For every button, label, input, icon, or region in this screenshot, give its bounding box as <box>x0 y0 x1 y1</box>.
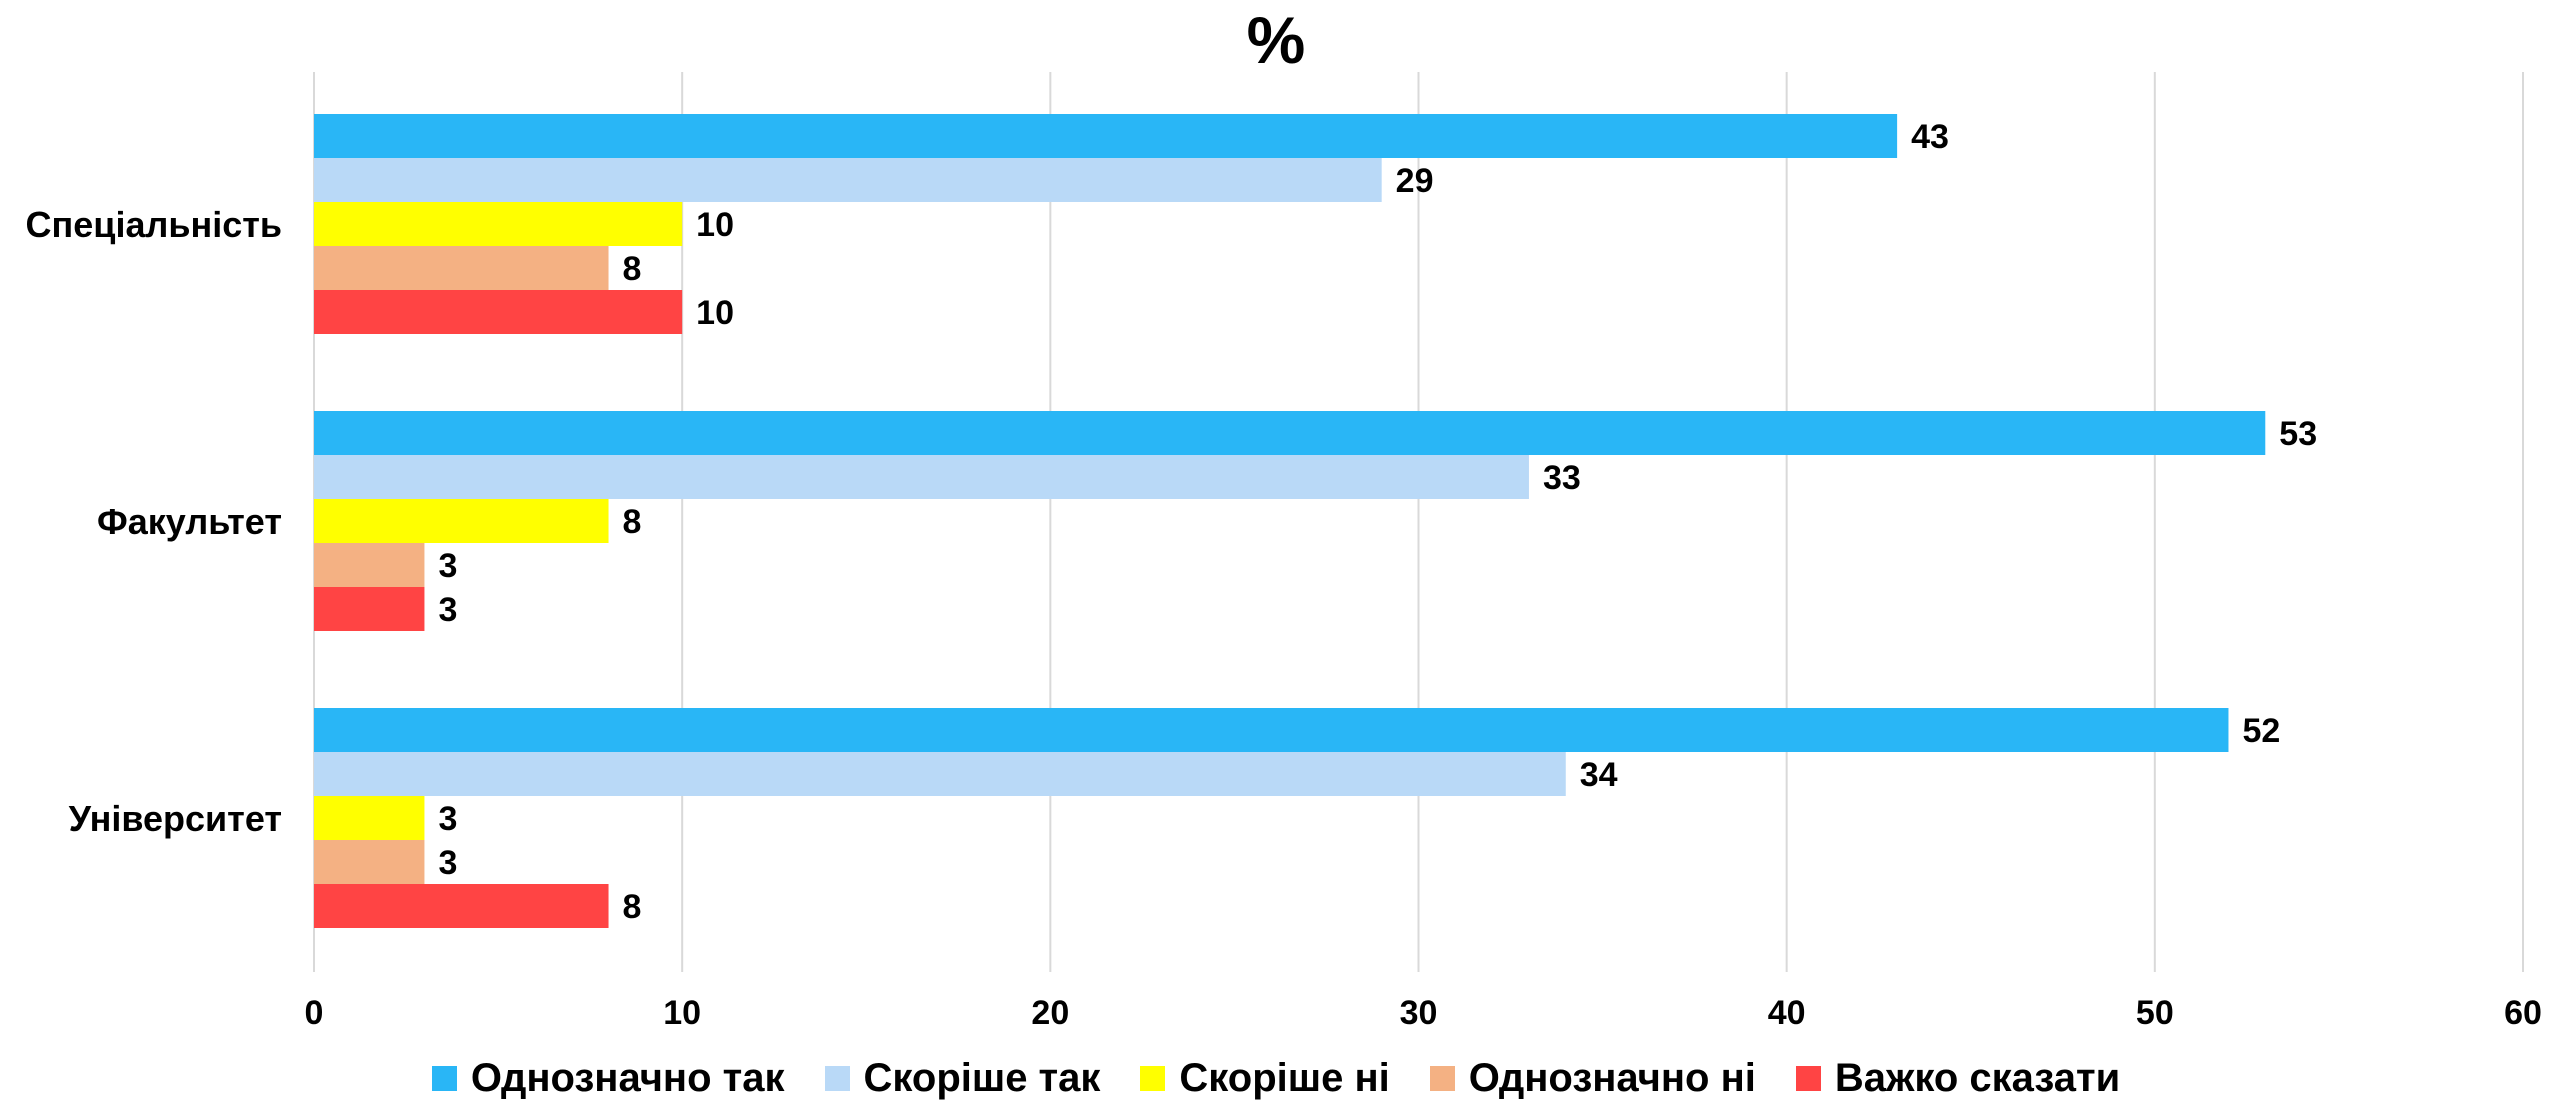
data-label: 10 <box>696 294 734 332</box>
category-label: Факультет <box>97 501 282 542</box>
data-label: 8 <box>623 888 642 926</box>
bar <box>314 543 425 587</box>
category-label: Спеціальність <box>26 204 282 245</box>
bar <box>314 202 683 246</box>
legend: Однозначно так Скоріше так Скоріше ні Од… <box>0 1048 2552 1108</box>
x-tick-label: 30 <box>1400 994 1438 1032</box>
bar <box>314 884 609 928</box>
legend-label: Однозначно ні <box>1468 1055 1756 1100</box>
bar <box>314 796 425 840</box>
data-label: 52 <box>2242 712 2280 750</box>
legend-item: Скоріше ні <box>1140 1055 1390 1101</box>
legend-item: Однозначно так <box>431 1055 785 1101</box>
bar <box>314 411 2266 455</box>
data-label: 3 <box>438 800 457 838</box>
x-tick-label: 40 <box>1768 994 1806 1032</box>
legend-item: Скоріше так <box>824 1055 1101 1101</box>
bar <box>314 499 609 543</box>
data-label: 3 <box>438 844 457 882</box>
legend-swatch <box>431 1065 457 1091</box>
data-label: 29 <box>1396 162 1434 200</box>
data-label: 3 <box>438 547 457 585</box>
x-tick-label: 60 <box>2504 994 2542 1032</box>
x-axis-ticks: 0 10 20 30 40 50 60 <box>305 994 2542 1032</box>
legend-swatch <box>1140 1065 1166 1091</box>
data-label: 53 <box>2279 415 2317 453</box>
data-label: 34 <box>1580 756 1618 794</box>
x-tick-label: 0 <box>305 994 324 1032</box>
bar <box>314 840 425 884</box>
bar <box>314 246 609 290</box>
data-label: 8 <box>623 503 642 541</box>
bar <box>314 114 1898 158</box>
legend-swatch <box>1429 1065 1455 1091</box>
legend-item: Однозначно ні <box>1429 1055 1756 1101</box>
legend-swatch <box>1795 1065 1821 1091</box>
bar <box>314 708 2229 752</box>
legend-item: Важко сказати <box>1795 1055 2121 1101</box>
data-label: 10 <box>696 206 734 244</box>
bar <box>314 290 683 334</box>
legend-label: Скоріше ні <box>1179 1055 1390 1100</box>
bar <box>314 158 1382 202</box>
bar <box>314 587 425 631</box>
chart-title: % <box>1246 3 1306 77</box>
x-tick-label: 10 <box>663 994 701 1032</box>
bar <box>314 455 1529 499</box>
data-label: 3 <box>438 591 457 629</box>
category-label: Університет <box>69 798 282 839</box>
x-tick-label: 50 <box>2136 994 2174 1032</box>
bars <box>314 114 2266 928</box>
data-label: 8 <box>623 250 642 288</box>
category-labels: Спеціальність Факультет Університет <box>26 204 282 839</box>
legend-label: Важко сказати <box>1834 1055 2121 1100</box>
legend-label: Скоріше так <box>863 1055 1101 1100</box>
legend-label: Однозначно так <box>470 1055 785 1100</box>
x-tick-label: 20 <box>1031 994 1069 1032</box>
bar <box>314 752 1566 796</box>
data-label: 43 <box>1911 118 1949 156</box>
data-label: 33 <box>1543 459 1581 497</box>
legend-swatch <box>824 1065 850 1091</box>
